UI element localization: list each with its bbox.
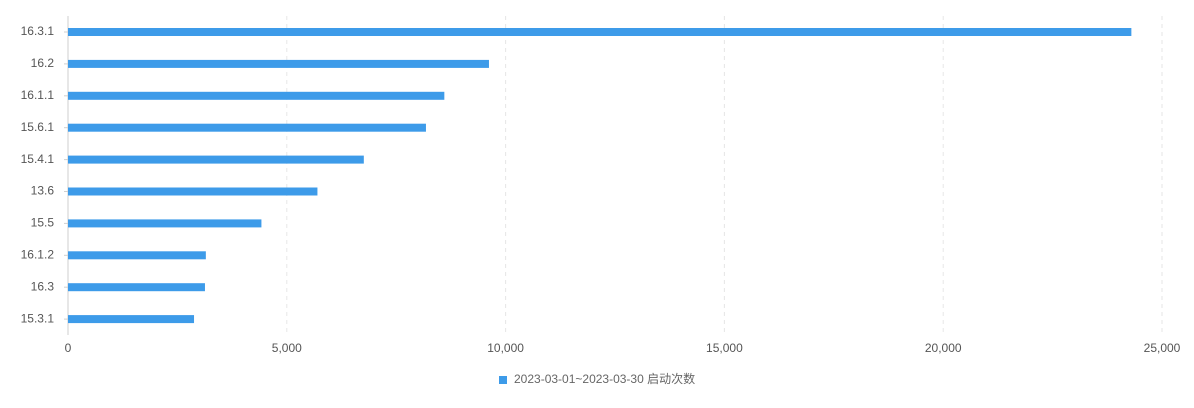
y-tick-label: 16.2: [31, 56, 55, 70]
y-tick-label: 16.3.1: [21, 24, 55, 38]
y-tick-label: 16.3: [31, 279, 55, 293]
x-tick-label: 15,000: [706, 341, 743, 355]
axes: [64, 16, 69, 335]
x-tick-label: 0: [65, 341, 72, 355]
bars: [68, 28, 1132, 324]
y-tick-label: 15.5: [31, 216, 55, 230]
x-tick-label: 5,000: [272, 341, 302, 355]
y-tick-label: 16.1.2: [21, 247, 55, 261]
y-tick-label: 15.6.1: [21, 120, 55, 134]
legend-swatch[interactable]: [499, 376, 507, 384]
bar[interactable]: [68, 315, 195, 324]
bar[interactable]: [68, 28, 1132, 36]
x-tick-labels: 0 5,000 10,000 15,000 20,000 25,000: [65, 341, 1181, 355]
y-tick-labels: 16.3.1 16.2 16.1.1 15.6.1 15.4.1 13.6 15.5 16.1…: [21, 24, 55, 325]
x-tick-label: 25,000: [1144, 341, 1181, 355]
bar[interactable]: [68, 123, 426, 132]
y-tick-label: 16.1.1: [21, 88, 55, 102]
bar[interactable]: [68, 155, 364, 164]
x-tick-label: 20,000: [925, 341, 962, 355]
legend-label[interactable]: 2023-03-01~2023-03-30 启动次数: [514, 371, 695, 386]
grid-lines: [286, 16, 1163, 335]
x-tick-label: 10,000: [487, 341, 524, 355]
bar[interactable]: [68, 91, 445, 100]
y-tick-label: 13.6: [31, 184, 55, 198]
bar[interactable]: [68, 59, 489, 68]
bar[interactable]: [68, 219, 262, 228]
legend[interactable]: 2023-03-01~2023-03-30 启动次数: [499, 371, 695, 386]
y-tick-label: 15.4.1: [21, 152, 55, 166]
y-tick-label: 15.3.1: [21, 311, 55, 325]
bar[interactable]: [68, 283, 205, 292]
bar[interactable]: [68, 251, 206, 260]
bar[interactable]: [68, 187, 318, 196]
